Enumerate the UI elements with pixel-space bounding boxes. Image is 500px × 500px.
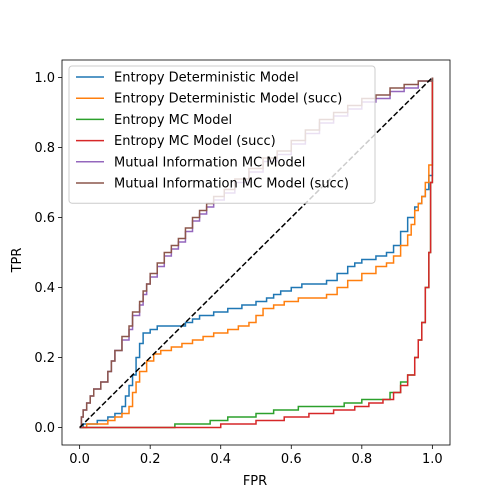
legend: Entropy Deterministic Model Entropy Deter… (68, 65, 376, 204)
axes-frame (61, 59, 451, 446)
y-tick-label: 0.0 (34, 421, 55, 436)
x-tick-label: 0.4 (210, 452, 231, 467)
x-tick-label: 0.8 (351, 452, 372, 467)
y-tick-label: 0.6 (34, 211, 55, 226)
y-tick-label: 0.4 (34, 281, 55, 296)
series-line-1 (79, 77, 434, 429)
series-line-2 (79, 77, 434, 429)
legend-label-2: Entropy Deterministic Model (succ) (114, 92, 342, 107)
y-tick-label: 1.0 (34, 71, 55, 86)
x-tick-label: 1.0 (422, 452, 443, 467)
y-axis-label: TPR (10, 248, 25, 274)
x-axis-label: FPR (243, 474, 267, 489)
series-line-4 (79, 77, 434, 429)
legend-label-6: Mutual Information MC Model (succ) (114, 177, 349, 192)
legend-box (68, 65, 376, 204)
legend-label-4: Entropy MC Model (succ) (114, 134, 276, 149)
axes: 0.0 0.2 0.4 0.6 0.8 1.0 0.0 0.2 0.4 0.6 0.8 1.0 (34, 59, 451, 467)
legend-label-5: Mutual Information MC Model (114, 155, 305, 170)
legend-label-1: Entropy Deterministic Model (114, 71, 299, 86)
y-tick-label: 0.2 (34, 351, 55, 366)
y-tick-label: 0.8 (34, 141, 55, 156)
legend-label-3: Entropy MC Model (114, 113, 232, 128)
x-tick-label: 0.0 (69, 452, 90, 467)
x-tick-label: 0.2 (140, 452, 161, 467)
x-tick-label: 0.6 (281, 452, 302, 467)
